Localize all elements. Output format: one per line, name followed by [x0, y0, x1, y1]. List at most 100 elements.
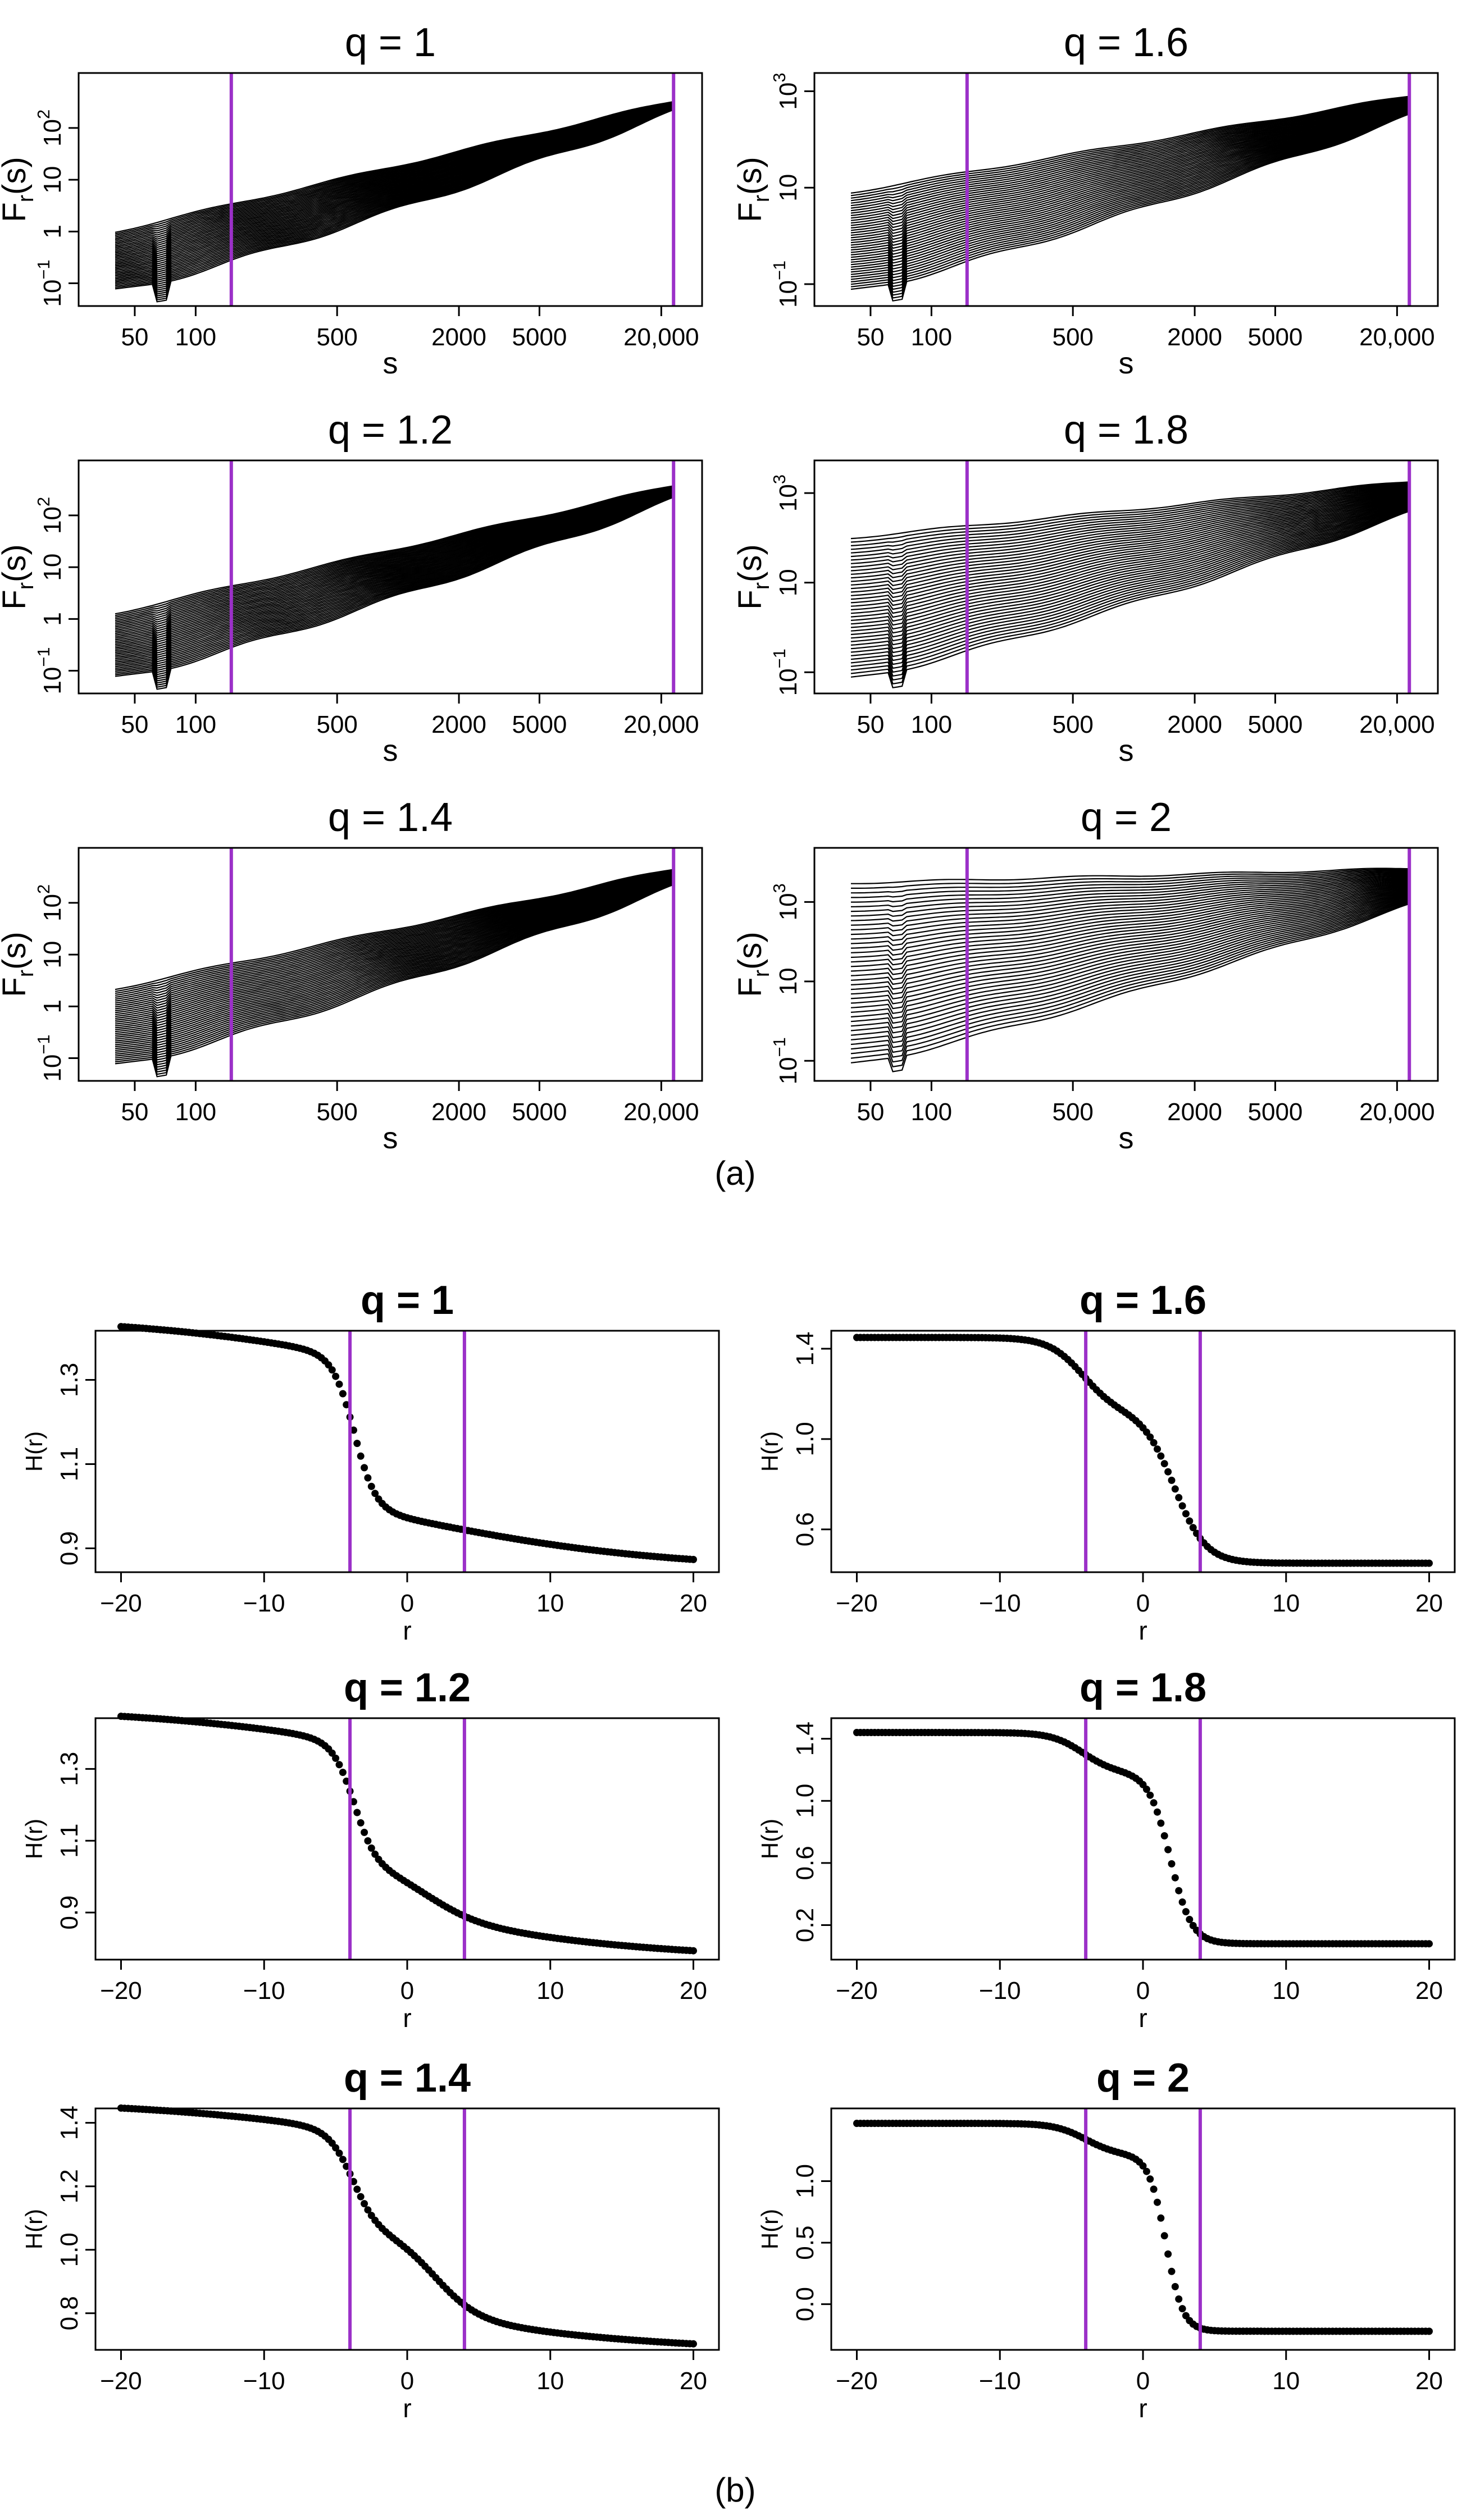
band-line	[850, 97, 1410, 199]
plot-frame	[830, 1717, 1456, 1961]
band-line	[850, 892, 1410, 1015]
y-tick-label: 1.4	[56, 2106, 83, 2140]
x-tick-label: 50	[857, 711, 884, 738]
band-line	[850, 113, 1410, 299]
x-tick-label: 50	[857, 1098, 884, 1126]
band-line	[115, 869, 674, 990]
x-tick-label: 0	[1136, 1977, 1150, 2005]
band-line	[115, 492, 674, 658]
band-line	[115, 103, 674, 251]
chart-title: q = 2	[1096, 2056, 1190, 2101]
band-line	[115, 869, 674, 994]
band-line	[850, 108, 1410, 267]
band-line	[851, 871, 1410, 898]
band-line	[115, 487, 674, 624]
x-tick-label: 5000	[1248, 1098, 1303, 1126]
band-line	[115, 491, 674, 647]
band-line	[850, 898, 1410, 1048]
band-line	[115, 878, 674, 1039]
data-point	[350, 1798, 357, 1806]
x-tick-label: 500	[316, 323, 357, 351]
x-tick-label: 0	[400, 1590, 414, 1617]
band-line	[850, 486, 1410, 561]
data-point	[371, 1850, 379, 1858]
y-axis-label: Fr(s)	[0, 157, 38, 222]
data-point	[1426, 1940, 1433, 1948]
band-line	[850, 493, 1410, 599]
band-line	[115, 883, 674, 1075]
plot-frame	[830, 1330, 1456, 1573]
data-point	[367, 1844, 375, 1852]
band-line	[850, 885, 1410, 975]
band-line	[850, 880, 1410, 946]
y-tick-label: 1.3	[56, 1363, 83, 1397]
data-point	[1164, 1846, 1172, 1854]
band-line	[115, 873, 674, 1014]
band-line	[850, 104, 1410, 243]
band-line	[850, 876, 1410, 927]
x-tick-label: 2000	[431, 323, 486, 351]
y-tick-label: 1	[39, 225, 66, 238]
data-points	[117, 1713, 697, 1955]
data-point	[325, 1361, 333, 1369]
x-tick-label: 20,000	[1359, 711, 1435, 738]
y-tick-label: 0.8	[56, 2296, 83, 2330]
x-tick-label: 20,000	[1359, 323, 1435, 351]
x-tick-label: 500	[1052, 1098, 1093, 1126]
plot-frame	[78, 459, 703, 695]
x-tick-label: 5000	[512, 1098, 567, 1126]
data-point	[361, 2200, 368, 2208]
data-point	[1160, 1832, 1168, 1839]
x-axis-label: s	[383, 346, 398, 380]
x-tick-label: 20,000	[623, 1098, 699, 1126]
y-tick-label: 103	[769, 72, 802, 109]
band-line	[115, 495, 674, 678]
band-line	[115, 882, 674, 1063]
band-line	[115, 491, 674, 652]
y-axis-label: Fr(s)	[732, 544, 774, 609]
band-line	[850, 882, 1410, 956]
band-line	[850, 98, 1410, 209]
data-point	[1426, 2327, 1433, 2335]
band-line	[115, 490, 674, 645]
data-point	[1171, 2282, 1179, 2290]
y-tick-label: 1	[39, 612, 66, 626]
band-line	[850, 499, 1410, 630]
data-point	[1154, 1808, 1161, 1816]
band-line	[850, 502, 1410, 646]
data-point	[1157, 2214, 1165, 2222]
y-tick-label: 10−1	[769, 261, 802, 308]
band-line	[115, 873, 674, 1012]
y-tick-label: 102	[34, 497, 66, 534]
band-line	[850, 97, 1410, 204]
plot-frame	[78, 847, 703, 1082]
x-tick-label: 0	[1136, 2367, 1150, 2395]
data-point	[335, 1761, 343, 1769]
data-point	[1150, 1439, 1158, 1446]
data-point	[353, 2185, 361, 2193]
data-point	[1186, 1517, 1194, 1525]
x-tick-label: 2000	[431, 711, 486, 738]
data-point	[335, 2149, 343, 2157]
band-line	[115, 492, 674, 663]
x-axis-label: s	[1119, 1121, 1134, 1155]
data-point	[364, 1837, 372, 1845]
band-line	[115, 872, 674, 1006]
band-line	[850, 897, 1410, 1043]
chart-title: q = 2	[1081, 795, 1172, 840]
x-tick-label: 2000	[1167, 1098, 1222, 1126]
band-line	[115, 493, 674, 669]
band-line	[850, 510, 1410, 688]
band-line	[115, 883, 674, 1070]
x-tick-label: 0	[1136, 1590, 1150, 1617]
band-line	[115, 488, 674, 631]
band-line	[850, 900, 1410, 1053]
band-line	[850, 897, 1410, 1039]
band-line	[850, 107, 1410, 261]
band-line	[115, 492, 674, 665]
data-points	[117, 1323, 697, 1563]
band-line	[115, 103, 674, 246]
band-line	[850, 112, 1410, 293]
y-tick-label: 10	[775, 174, 802, 202]
x-tick-label: 500	[316, 1098, 357, 1126]
